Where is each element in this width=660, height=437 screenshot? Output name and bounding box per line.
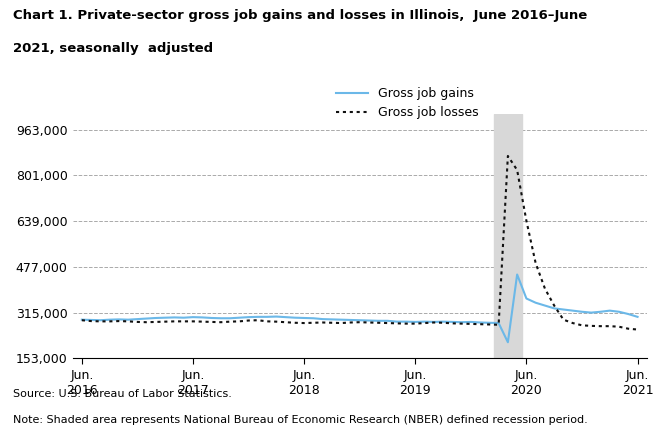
Text: Note: Shaded area represents National Bureau of Economic Research (NBER) defined: Note: Shaded area represents National Bu… (13, 415, 588, 425)
Legend: Gross job gains, Gross job losses: Gross job gains, Gross job losses (336, 87, 478, 119)
Bar (494, 114, 522, 358)
Text: 2021, seasonally  adjusted: 2021, seasonally adjusted (13, 42, 213, 55)
Text: Chart 1. Private-sector gross job gains and losses in Illinois,  June 2016–June: Chart 1. Private-sector gross job gains … (13, 9, 587, 22)
Text: Source: U.S. Bureau of Labor Statistics.: Source: U.S. Bureau of Labor Statistics. (13, 389, 232, 399)
